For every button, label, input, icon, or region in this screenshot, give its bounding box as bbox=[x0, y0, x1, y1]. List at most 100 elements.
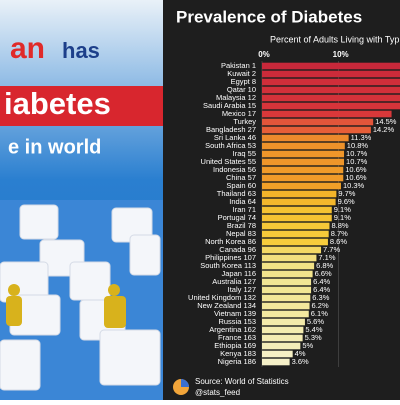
value-label: 10.6% bbox=[345, 165, 367, 174]
value-label: 9.1% bbox=[334, 205, 351, 214]
red-band bbox=[0, 86, 163, 126]
value-label: 9.1% bbox=[334, 213, 351, 222]
bar bbox=[262, 78, 400, 86]
y-tick-label: Kuwait 2 bbox=[227, 69, 256, 78]
value-label: 10.7% bbox=[346, 157, 368, 166]
bar bbox=[262, 214, 332, 222]
y-tick-label: Iraq 55 bbox=[233, 149, 256, 158]
y-tick-label: Portugal 74 bbox=[218, 213, 256, 222]
bar bbox=[262, 110, 392, 118]
value-label: 6.4% bbox=[313, 277, 330, 286]
y-tick-label: Brazil 78 bbox=[227, 221, 256, 230]
y-tick-label: North Korea 86 bbox=[205, 237, 256, 246]
y-tick-label: Indonesia 56 bbox=[213, 165, 256, 174]
bar bbox=[262, 222, 330, 230]
banner-text: iabetes bbox=[4, 86, 111, 121]
value-label: 6.8% bbox=[316, 261, 333, 270]
y-tick-label: Spain 60 bbox=[226, 181, 256, 190]
value-label: 7.7% bbox=[323, 245, 340, 254]
y-tick-label: Kenya 183 bbox=[220, 349, 256, 358]
bar bbox=[262, 94, 400, 102]
value-label: 10.7% bbox=[346, 149, 368, 158]
y-tick-label: India 64 bbox=[229, 197, 256, 206]
y-tick-label: Iran 71 bbox=[233, 205, 256, 214]
bar bbox=[262, 198, 336, 206]
bar bbox=[262, 302, 310, 310]
value-label: 10.8% bbox=[347, 141, 369, 150]
value-label: 11.3% bbox=[351, 133, 372, 142]
value-label: 5.3% bbox=[305, 333, 322, 342]
y-tick-label: Qatar 10 bbox=[227, 85, 256, 94]
y-tick-label: Sri Lanka 46 bbox=[214, 133, 256, 142]
chart-subtitle: Percent of Adults Living with Typ bbox=[270, 34, 399, 44]
banner-text: has bbox=[62, 38, 100, 63]
source-icon-part bbox=[181, 379, 189, 387]
y-tick-label: Russia 153 bbox=[218, 317, 256, 326]
bar bbox=[262, 342, 301, 350]
value-label: 10.6% bbox=[345, 173, 367, 182]
bar bbox=[262, 174, 344, 182]
bar bbox=[262, 142, 345, 150]
bar bbox=[262, 254, 317, 262]
y-tick-label: Mexico 17 bbox=[222, 109, 256, 118]
value-label: 8.8% bbox=[331, 221, 348, 230]
y-tick-label: Australia 127 bbox=[212, 277, 256, 286]
y-tick-label: Italy 127 bbox=[228, 285, 256, 294]
y-tick-label: United States 55 bbox=[201, 157, 256, 166]
y-tick-label: Nepal 83 bbox=[226, 229, 256, 238]
value-label: 6.4% bbox=[313, 285, 330, 294]
y-tick-label: Vietnam 139 bbox=[214, 309, 256, 318]
bar bbox=[262, 190, 337, 198]
bar bbox=[262, 102, 400, 110]
value-label: 14.2% bbox=[373, 125, 395, 134]
value-label: 5.6% bbox=[307, 317, 324, 326]
y-tick-label: South Korea 113 bbox=[200, 261, 256, 270]
bar bbox=[262, 238, 328, 246]
y-tick-label: Bangladesh 27 bbox=[206, 125, 256, 134]
y-tick-label: South Africa 53 bbox=[205, 141, 256, 150]
bar bbox=[262, 318, 305, 326]
banner-text: an bbox=[10, 32, 45, 65]
bar bbox=[262, 118, 374, 126]
value-label: 4% bbox=[295, 349, 306, 358]
bar bbox=[262, 246, 322, 254]
bar bbox=[262, 326, 304, 334]
y-tick-label: Thailand 63 bbox=[217, 189, 256, 198]
y-tick-label: Philippines 107 bbox=[205, 253, 256, 262]
bar bbox=[262, 86, 400, 94]
chart-title: Prevalence of Diabetes bbox=[176, 7, 362, 26]
bar bbox=[262, 310, 309, 318]
y-tick-label: Japan 116 bbox=[222, 269, 256, 278]
x-tick-label: 0% bbox=[258, 50, 270, 59]
value-label: 8.7% bbox=[331, 229, 348, 238]
y-tick-label: Canada 96 bbox=[219, 245, 256, 254]
bar bbox=[262, 158, 345, 166]
x-tick-label: 10% bbox=[333, 50, 349, 59]
value-label: 10.3% bbox=[343, 181, 365, 190]
bar bbox=[262, 62, 400, 70]
source: Source: World of Statistics bbox=[195, 377, 289, 386]
value-label: 6.3% bbox=[312, 293, 329, 302]
y-tick-label: Saudi Arabia 15 bbox=[203, 101, 256, 110]
bar bbox=[262, 270, 313, 278]
bar bbox=[262, 70, 400, 78]
bar bbox=[262, 334, 303, 342]
value-label: 5.4% bbox=[305, 325, 322, 334]
value-label: 6.1% bbox=[311, 309, 328, 318]
bar bbox=[262, 182, 341, 190]
y-tick-label: Nigeria 186 bbox=[218, 357, 256, 366]
bar bbox=[262, 206, 332, 214]
y-tick-label: Pakistan 1 bbox=[221, 61, 256, 70]
y-tick-label: New Zealand 134 bbox=[197, 301, 256, 310]
banner-text: e in world bbox=[8, 136, 101, 158]
y-tick-label: Egypt 8 bbox=[231, 77, 256, 86]
value-label: 9.7% bbox=[338, 189, 355, 198]
bar bbox=[262, 350, 293, 358]
y-tick-label: Malaysia 12 bbox=[216, 93, 256, 102]
value-label: 9.6% bbox=[338, 197, 355, 206]
y-tick-label: Turkey bbox=[233, 117, 256, 126]
handle: @stats_feed bbox=[195, 388, 240, 397]
value-label: 3.6% bbox=[292, 357, 309, 366]
